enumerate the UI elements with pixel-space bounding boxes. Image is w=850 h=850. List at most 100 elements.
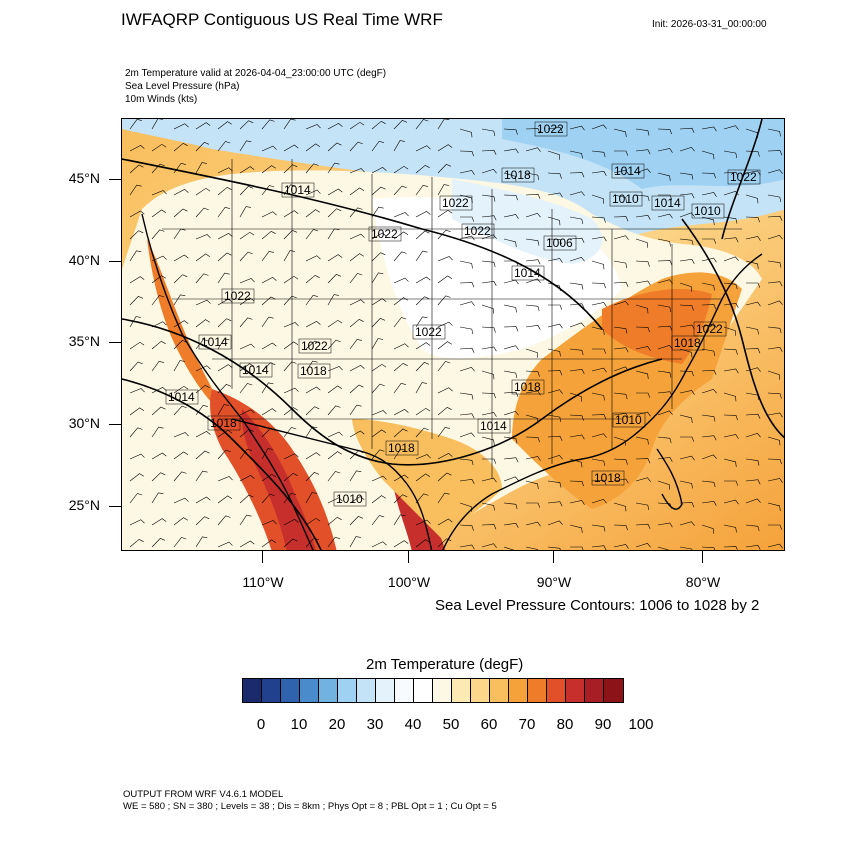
wind-barb xyxy=(239,383,253,394)
wind-barb xyxy=(679,146,695,152)
wind-barb xyxy=(723,414,738,421)
wind-barb xyxy=(327,188,343,196)
wind-barb xyxy=(481,412,497,417)
wind-barb xyxy=(195,234,211,240)
wind-barb xyxy=(525,480,539,489)
wind-barb xyxy=(437,406,452,416)
wind-barb xyxy=(503,457,519,463)
wind-barb xyxy=(173,320,189,328)
wind-barb xyxy=(547,389,563,394)
wind-barb xyxy=(415,473,431,482)
wind-barb xyxy=(349,470,362,482)
wind-barb xyxy=(679,370,694,377)
wind-barb xyxy=(459,170,475,175)
wind-barb xyxy=(283,322,299,328)
wind-barb xyxy=(503,214,519,219)
map-panel: 1022 1018 1014 1022 1010 1010 1022 1022 1014 1022… xyxy=(121,118,785,551)
wind-barb xyxy=(547,150,560,160)
wind-barb xyxy=(393,540,409,548)
wind-barb xyxy=(371,318,386,328)
wind-barb xyxy=(217,272,230,284)
wind-barb xyxy=(745,348,761,354)
pressure-label: 1014 xyxy=(284,183,311,197)
wind-barb xyxy=(723,348,738,355)
wind-barb xyxy=(261,119,275,130)
wind-barb xyxy=(283,144,299,152)
wind-barb xyxy=(239,475,255,482)
colorbar-swatch xyxy=(490,679,509,702)
wind-barb xyxy=(767,281,783,287)
field-label-pressure: Sea Level Pressure (hPa) xyxy=(125,81,240,92)
contour-note: Sea Level Pressure Contours: 1006 to 102… xyxy=(435,597,760,614)
wind-barb xyxy=(745,170,761,176)
wind-barb xyxy=(635,260,650,267)
wind-barb xyxy=(349,450,364,460)
wind-barb xyxy=(349,187,365,196)
wind-barb xyxy=(283,230,298,240)
wind-barb xyxy=(217,318,232,328)
wind-barb xyxy=(415,427,429,438)
wind-barb xyxy=(173,123,189,130)
wind-barb xyxy=(305,209,320,218)
wind-barb xyxy=(283,164,298,174)
wind-barb xyxy=(129,361,143,372)
wind-barb xyxy=(503,148,519,154)
wind-barb xyxy=(239,494,254,504)
colorbar-swatch xyxy=(471,679,490,702)
wind-barb xyxy=(239,514,252,526)
wind-barb xyxy=(723,125,739,130)
wind-barb xyxy=(525,546,539,550)
colorbar-swatch xyxy=(395,679,414,702)
wind-barb xyxy=(195,339,209,350)
wind-barb xyxy=(151,295,165,306)
wind-barb xyxy=(195,536,208,548)
wind-barb xyxy=(481,370,495,380)
wind-barb xyxy=(283,538,298,548)
wind-barb xyxy=(349,299,365,306)
wind-barb xyxy=(283,361,297,372)
wind-barb xyxy=(415,145,431,152)
wind-barb xyxy=(547,348,561,357)
wind-barb xyxy=(129,493,143,504)
wind-barb xyxy=(591,367,607,373)
wind-barb xyxy=(745,432,761,438)
wind-barb xyxy=(503,476,519,482)
wind-barb xyxy=(613,281,629,287)
wind-barb xyxy=(723,434,739,439)
wind-barb xyxy=(261,520,277,526)
wind-barb xyxy=(569,500,585,505)
wind-barb xyxy=(459,413,475,419)
wind-barb xyxy=(261,473,277,482)
wind-barb xyxy=(283,472,298,482)
wind-barb xyxy=(745,236,761,241)
wind-barb xyxy=(723,256,739,262)
wind-barb xyxy=(481,477,497,483)
pressure-label: 1014 xyxy=(654,196,681,210)
wind-barb xyxy=(283,210,299,218)
wind-barb xyxy=(195,273,209,284)
pressure-label: 1018 xyxy=(594,471,621,485)
wind-barb xyxy=(481,128,496,137)
wind-barb xyxy=(151,426,164,438)
wind-barb xyxy=(195,299,211,306)
wind-barb xyxy=(679,480,693,489)
wind-barb xyxy=(261,362,276,372)
pressure-label: 1018 xyxy=(388,441,415,455)
wind-barb xyxy=(173,142,188,152)
wind-barb xyxy=(173,208,188,218)
pressure-label: 1010 xyxy=(615,413,642,427)
wind-barb xyxy=(305,360,318,372)
wind-barb xyxy=(129,316,141,328)
wind-barb xyxy=(745,326,759,335)
wind-barb xyxy=(459,128,473,138)
wind-barb xyxy=(504,260,519,266)
wind-barb xyxy=(613,458,628,465)
wind-barb xyxy=(437,164,452,174)
wind-barb xyxy=(635,477,651,482)
wind-barb xyxy=(459,502,472,512)
wind-barb xyxy=(195,431,211,438)
wind-barb xyxy=(569,303,585,309)
wind-barb xyxy=(327,274,342,284)
wind-barb xyxy=(437,184,449,196)
wind-barb xyxy=(459,366,475,372)
